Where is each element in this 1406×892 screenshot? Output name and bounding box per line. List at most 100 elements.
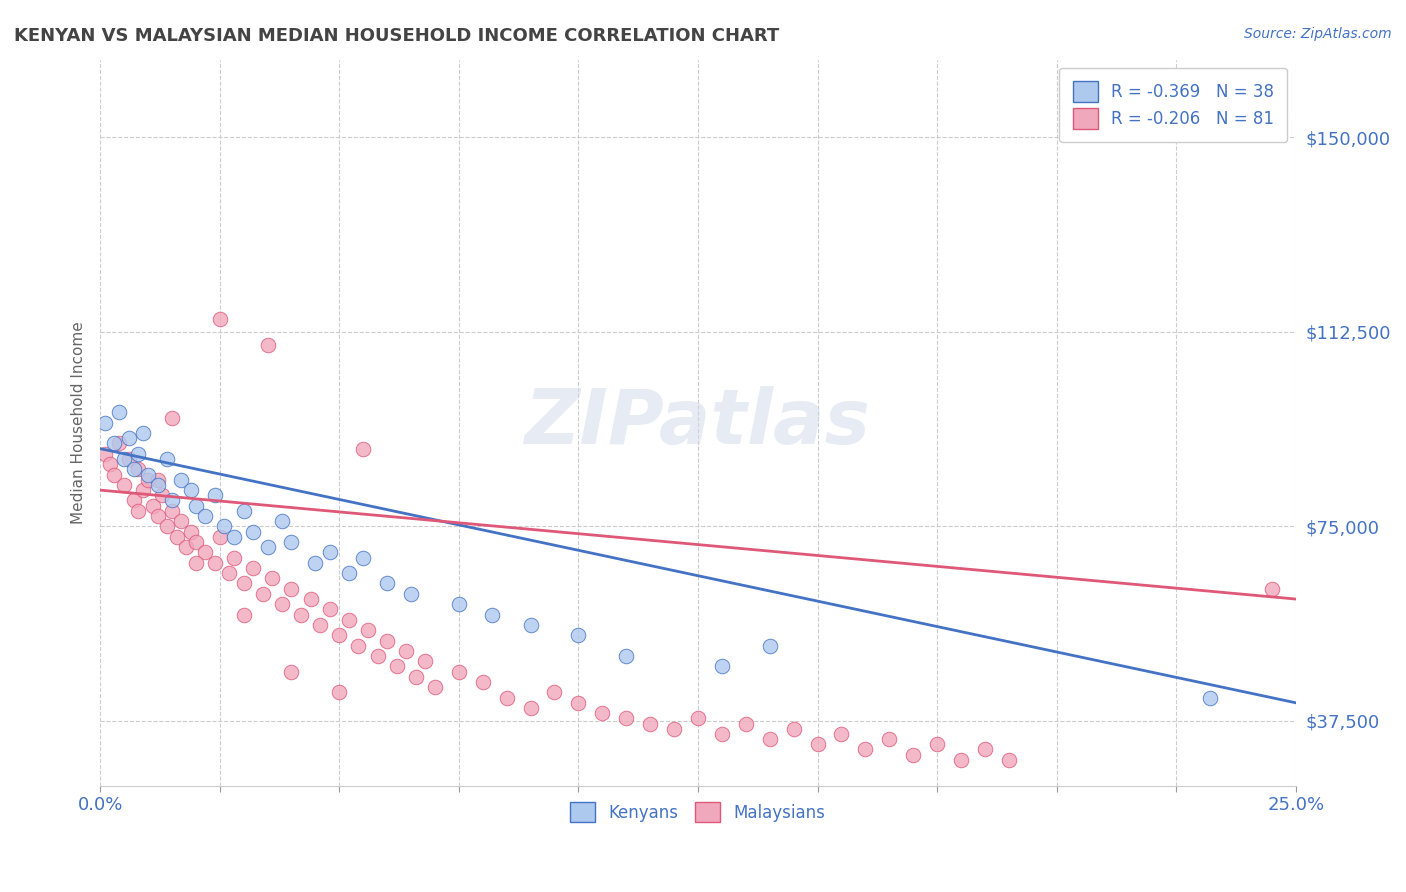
Point (156, 519, 179, 533)
Point (122, 493, 145, 508)
Point (877, 732, 900, 747)
Point (103, 436, 125, 450)
Point (367, 649, 389, 664)
Point (127, 504, 149, 518)
Point (160, 504, 183, 518)
Point (184, 556, 207, 570)
Point (290, 607, 312, 622)
Point (495, 690, 517, 705)
Point (328, 628, 350, 642)
Point (423, 680, 446, 694)
Point (901, 747, 924, 762)
Point (118, 452, 141, 467)
Point (686, 711, 709, 725)
Point (471, 675, 494, 690)
Point (146, 509, 169, 524)
Point (262, 571, 284, 585)
Point (447, 665, 470, 679)
Point (399, 587, 422, 601)
Point (174, 540, 197, 554)
Point (405, 670, 427, 684)
Point (614, 711, 637, 725)
Point (184, 499, 207, 513)
Point (375, 576, 398, 591)
Point (180, 524, 202, 539)
Point (204, 556, 226, 570)
Point (208, 530, 231, 544)
Point (208, 312, 231, 326)
Point (232, 504, 254, 518)
Point (98, 457, 121, 471)
Point (94, 447, 117, 461)
Point (118, 431, 141, 445)
Point (998, 753, 1021, 767)
Point (156, 452, 179, 467)
Point (170, 473, 193, 487)
Point (280, 665, 302, 679)
Point (146, 473, 169, 487)
Point (127, 447, 149, 461)
Point (194, 509, 217, 524)
Point (299, 592, 322, 607)
Point (385, 659, 408, 673)
Point (375, 633, 398, 648)
Point (204, 488, 226, 502)
Point (782, 722, 804, 736)
Point (447, 597, 470, 611)
Point (758, 639, 780, 653)
Point (108, 436, 131, 450)
Point (222, 530, 245, 544)
Point (232, 607, 254, 622)
Point (395, 644, 418, 658)
Point (352, 442, 374, 456)
Point (519, 701, 541, 715)
Point (357, 623, 380, 637)
Point (160, 493, 183, 508)
Point (830, 727, 852, 741)
Point (614, 649, 637, 664)
Point (146, 478, 169, 492)
Point (949, 753, 972, 767)
Point (136, 467, 159, 482)
Point (194, 545, 217, 559)
Text: KENYAN VS MALAYSIAN MEDIAN HOUSEHOLD INCOME CORRELATION CHART: KENYAN VS MALAYSIAN MEDIAN HOUSEHOLD INC… (14, 27, 779, 45)
Point (222, 550, 245, 565)
Point (309, 618, 332, 632)
Point (328, 685, 350, 699)
Point (142, 499, 165, 513)
Point (638, 716, 661, 731)
Point (974, 742, 997, 756)
Point (103, 467, 125, 482)
Point (127, 462, 149, 476)
Point (853, 742, 876, 756)
Point (806, 737, 828, 751)
Point (481, 607, 503, 622)
Point (710, 659, 733, 673)
Point (108, 405, 131, 419)
Point (925, 737, 948, 751)
Point (132, 426, 155, 441)
Point (184, 535, 207, 549)
Point (318, 602, 340, 616)
Point (94, 416, 117, 430)
Text: ZIPatlas: ZIPatlas (524, 385, 870, 459)
Point (218, 566, 240, 581)
Point (270, 597, 292, 611)
Point (543, 685, 565, 699)
Legend: Kenyans, Malaysians: Kenyans, Malaysians (557, 789, 839, 836)
Point (112, 452, 135, 467)
Point (280, 582, 302, 596)
Point (318, 545, 340, 559)
Point (170, 514, 193, 528)
Point (136, 473, 159, 487)
Point (150, 488, 173, 502)
Point (710, 727, 733, 741)
Point (1198, 690, 1220, 705)
Point (242, 561, 264, 575)
Point (304, 556, 326, 570)
Point (270, 514, 292, 528)
Point (347, 639, 370, 653)
Y-axis label: Median Household Income: Median Household Income (72, 321, 86, 524)
Point (112, 478, 135, 492)
Point (352, 550, 374, 565)
